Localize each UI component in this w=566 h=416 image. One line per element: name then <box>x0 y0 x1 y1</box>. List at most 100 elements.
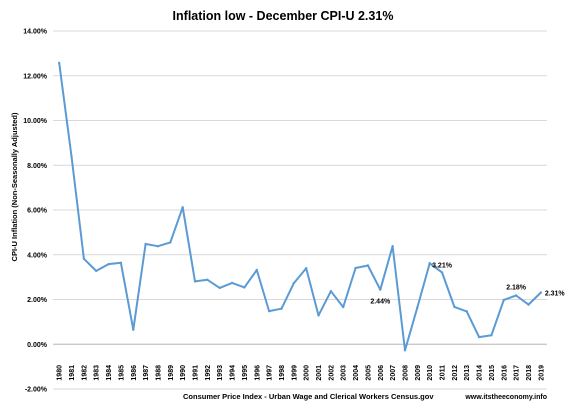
x-tick-label: 1995 <box>242 365 249 381</box>
x-tick-label: 1996 <box>254 365 261 381</box>
series-line <box>57 61 543 352</box>
data-point <box>156 245 160 248</box>
data-point <box>218 286 221 290</box>
x-tick-label: 2016 <box>501 365 508 381</box>
data-point <box>453 305 456 309</box>
x-tick-label: 2014 <box>477 365 484 381</box>
data-point <box>527 303 530 306</box>
x-tick-label: 2015 <box>489 365 496 381</box>
y-tick-label: 12.00% <box>23 73 48 80</box>
data-label: 2.31% <box>545 291 566 298</box>
data-point <box>95 269 98 273</box>
data-point <box>391 245 394 248</box>
data-point <box>354 266 357 270</box>
data-point <box>502 298 505 302</box>
data-point <box>317 314 320 317</box>
data-point <box>329 290 333 293</box>
data-point <box>465 310 468 313</box>
data-point <box>206 278 209 282</box>
x-tick-label: 2002 <box>328 365 335 381</box>
data-point <box>490 334 493 337</box>
data-point <box>107 262 110 266</box>
data-point <box>514 294 518 297</box>
data-point <box>70 155 73 158</box>
x-tick-label: 2004 <box>353 365 360 381</box>
x-tick-label: 1983 <box>94 365 101 381</box>
x-tick-label: 1981 <box>69 365 76 381</box>
x-tick-label: 2009 <box>415 365 422 381</box>
x-tick-label: 2003 <box>341 365 348 381</box>
x-tick-label: 2008 <box>402 365 409 381</box>
y-tick-label: 4.00% <box>27 252 48 259</box>
x-tick-label: 1992 <box>205 365 212 381</box>
x-tick-label: 1984 <box>106 365 113 381</box>
data-label: 3.21% <box>432 262 453 269</box>
x-tick-label: 2000 <box>304 365 311 381</box>
y-tick-label: 10.00% <box>23 118 48 125</box>
data-point <box>416 306 419 309</box>
x-tick-label: 2012 <box>452 365 459 381</box>
data-point <box>119 261 123 265</box>
source-label: www.itstheeconomy.info <box>464 394 547 401</box>
data-point <box>230 281 234 285</box>
data-point <box>539 291 543 294</box>
data-label: 2.18% <box>506 284 527 291</box>
y-tick-label: 8.00% <box>27 163 48 170</box>
data-point <box>440 271 444 274</box>
data-point <box>304 266 308 270</box>
x-tick-label: 2007 <box>390 365 397 381</box>
x-tick-label: 1982 <box>81 365 88 381</box>
x-tick-label: 2013 <box>464 365 471 381</box>
y-tick-label: 14.00% <box>23 29 48 36</box>
x-tick-label: 1988 <box>155 365 162 381</box>
data-point <box>280 307 283 310</box>
data-point <box>379 288 382 291</box>
series-line-cpi <box>58 62 542 352</box>
x-tick-label: 1993 <box>217 365 224 381</box>
y-tick-label: 2.00% <box>27 297 48 304</box>
x-tick-label: 1998 <box>279 365 286 381</box>
x-tick-label: 2005 <box>365 365 372 381</box>
x-tick-label: 1999 <box>291 365 298 381</box>
data-point <box>57 61 61 65</box>
x-tick-label: 2018 <box>526 365 533 381</box>
data-point <box>169 241 172 244</box>
data-point <box>132 328 135 331</box>
x-tick-label: 2006 <box>378 365 385 381</box>
data-point <box>428 262 431 265</box>
x-tick-label: 2010 <box>427 365 434 381</box>
x-axis-ticks: 1980 1981 1982 1983 1984 1985 1986 1987 1988 1989… <box>57 365 546 381</box>
y-tick-label: -2.00% <box>25 387 48 394</box>
data-point <box>292 281 296 285</box>
data-point <box>477 335 481 339</box>
data-point <box>267 309 271 313</box>
x-tick-label: 2011 <box>440 365 447 380</box>
x-tick-label: 2001 <box>316 365 323 381</box>
x-tick-label: 1980 <box>57 365 64 381</box>
data-point <box>255 268 258 272</box>
x-tick-label: 1990 <box>180 365 187 381</box>
x-tick-label: 1997 <box>267 365 274 381</box>
x-tick-label: 1986 <box>131 365 138 381</box>
y-axis-title: CPI-U Inflation (Non-Seasonally Adjusted… <box>10 112 19 261</box>
data-point <box>144 242 147 246</box>
x-tick-label: 1989 <box>168 365 175 381</box>
chart-title: Inflation low - December CPI-U 2.31% <box>173 9 394 23</box>
x-tick-label: 2019 <box>538 365 545 381</box>
data-labels: 2.44% 3.21% 2.18% 2.31% <box>370 262 565 305</box>
x-tick-label: 2017 <box>514 365 521 381</box>
data-point <box>181 206 184 209</box>
data-point <box>366 264 370 267</box>
x-tick-label: 1991 <box>193 365 200 381</box>
x-axis-title: Consumer Price Index - Urban Wage and Cl… <box>183 392 434 401</box>
x-tick-label: 1994 <box>230 365 237 381</box>
gridlines <box>53 30 547 390</box>
x-tick-label: 1985 <box>118 365 125 381</box>
y-tick-label: 6.00% <box>27 208 48 215</box>
data-point <box>403 349 407 352</box>
x-tick-label: 1987 <box>143 365 150 381</box>
data-point <box>193 280 197 283</box>
data-label: 2.44% <box>370 299 391 306</box>
